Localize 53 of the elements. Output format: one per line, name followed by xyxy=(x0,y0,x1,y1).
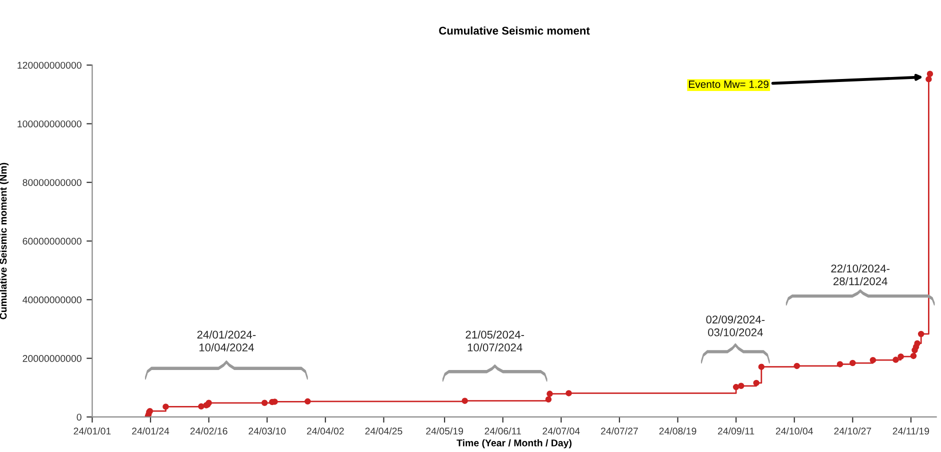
annotation: 21/05/2024- 10/07/2024 xyxy=(466,330,524,352)
x-tick-label: 24/11/19 xyxy=(892,427,930,435)
point xyxy=(162,404,169,410)
point xyxy=(738,382,744,390)
y-tick-label: 0 xyxy=(76,414,82,421)
x-tick-label: 24/10/27 xyxy=(834,427,872,435)
x-tick-label: 24/07/27 xyxy=(601,427,638,435)
x-tick-label: 24/01/01 xyxy=(74,427,111,435)
x-tick-label: 24/06/11 xyxy=(484,427,521,435)
point xyxy=(753,380,760,386)
point xyxy=(794,362,800,370)
point xyxy=(462,398,468,404)
x-tick-label: 24/05/19 xyxy=(426,427,464,435)
x-tick-label: 24/09/11 xyxy=(718,427,754,435)
annotation: 22/10/2024- 28/11/2024 xyxy=(831,264,890,286)
point xyxy=(850,360,856,366)
x-tick-label: 24/04/25 xyxy=(365,427,402,435)
chart-title: Cumulative Seismic moment xyxy=(439,26,590,35)
x-tick-label: 24/03/10 xyxy=(248,427,286,435)
y-tick-label: 20000000000 xyxy=(22,355,82,362)
x-tick-label: 24/04/02 xyxy=(306,427,344,435)
annotation: 24/01/2024- 10/04/2024 xyxy=(197,330,256,352)
x-tick-label: 24/01/24 xyxy=(132,427,170,435)
y-tick-label: 60000000000 xyxy=(22,238,82,245)
point xyxy=(918,330,924,338)
y-tick-label: 100000000000 xyxy=(18,120,82,128)
annotation: 02/09/2024- 03/10/2024 xyxy=(706,315,765,336)
point xyxy=(546,390,553,397)
point xyxy=(898,353,904,360)
point xyxy=(198,403,204,410)
x-tick-label: 24/02/16 xyxy=(190,427,228,435)
x-axis-title: Time (Year / Month / Day) xyxy=(456,439,572,448)
point xyxy=(914,340,920,346)
point xyxy=(892,356,899,363)
x-tick-label: 24/07/04 xyxy=(542,427,580,435)
point xyxy=(910,352,917,360)
x-tick-label: 24/08/19 xyxy=(659,427,696,435)
y-tick-label: 80000000000 xyxy=(22,179,82,186)
point xyxy=(758,364,765,370)
point xyxy=(836,361,844,368)
point xyxy=(545,396,552,402)
point xyxy=(732,384,740,390)
y-axis-title: Cumulative Seismic moment (Nm) xyxy=(0,162,9,320)
point xyxy=(870,356,876,364)
annotation: Evento Mw= 1.29 xyxy=(689,80,768,88)
y-tick-label: 120000000000 xyxy=(18,62,82,69)
point xyxy=(926,76,932,82)
point xyxy=(566,390,572,396)
y-tick-label: 40000000000 xyxy=(22,296,82,304)
point xyxy=(304,398,311,405)
point xyxy=(261,400,268,406)
point xyxy=(926,70,934,78)
x-tick-label: 24/10/04 xyxy=(776,427,813,435)
